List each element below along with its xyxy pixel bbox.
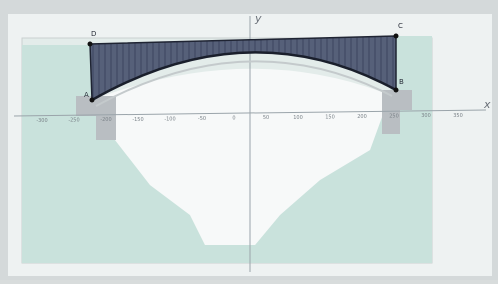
x-tick-label: 0 — [232, 116, 235, 122]
screen-photo: D C A B x y -300 -250 -200 -150 -100 -50 0 50 10… — [0, 0, 498, 280]
point-label: B — [399, 78, 404, 86]
x-tick-label: 150 — [325, 114, 335, 120]
x-tick-label: -250 — [68, 118, 79, 124]
x-tick-label: -100 — [164, 116, 175, 122]
x-tick-label: 250 — [389, 114, 399, 120]
x-tick-label: 50 — [263, 115, 269, 121]
point-label: A — [84, 91, 89, 99]
point-c — [394, 34, 399, 39]
x-tick-label: -150 — [132, 117, 143, 123]
x-tick-label: 300 — [421, 113, 431, 119]
y-axis-label: y — [254, 12, 262, 25]
point-a — [90, 98, 95, 103]
x-tick-label: 100 — [293, 115, 303, 121]
x-axis-label: x — [483, 98, 491, 111]
x-tick-label: -50 — [198, 116, 206, 122]
x-tick-label: -200 — [100, 117, 111, 123]
x-tick-label: 200 — [357, 114, 367, 120]
point-d — [88, 42, 93, 47]
point-label: D — [91, 30, 96, 38]
x-tick-label: -300 — [36, 118, 47, 124]
point-label: C — [398, 22, 403, 30]
point-b — [394, 88, 399, 93]
x-tick-label: 350 — [453, 113, 463, 119]
